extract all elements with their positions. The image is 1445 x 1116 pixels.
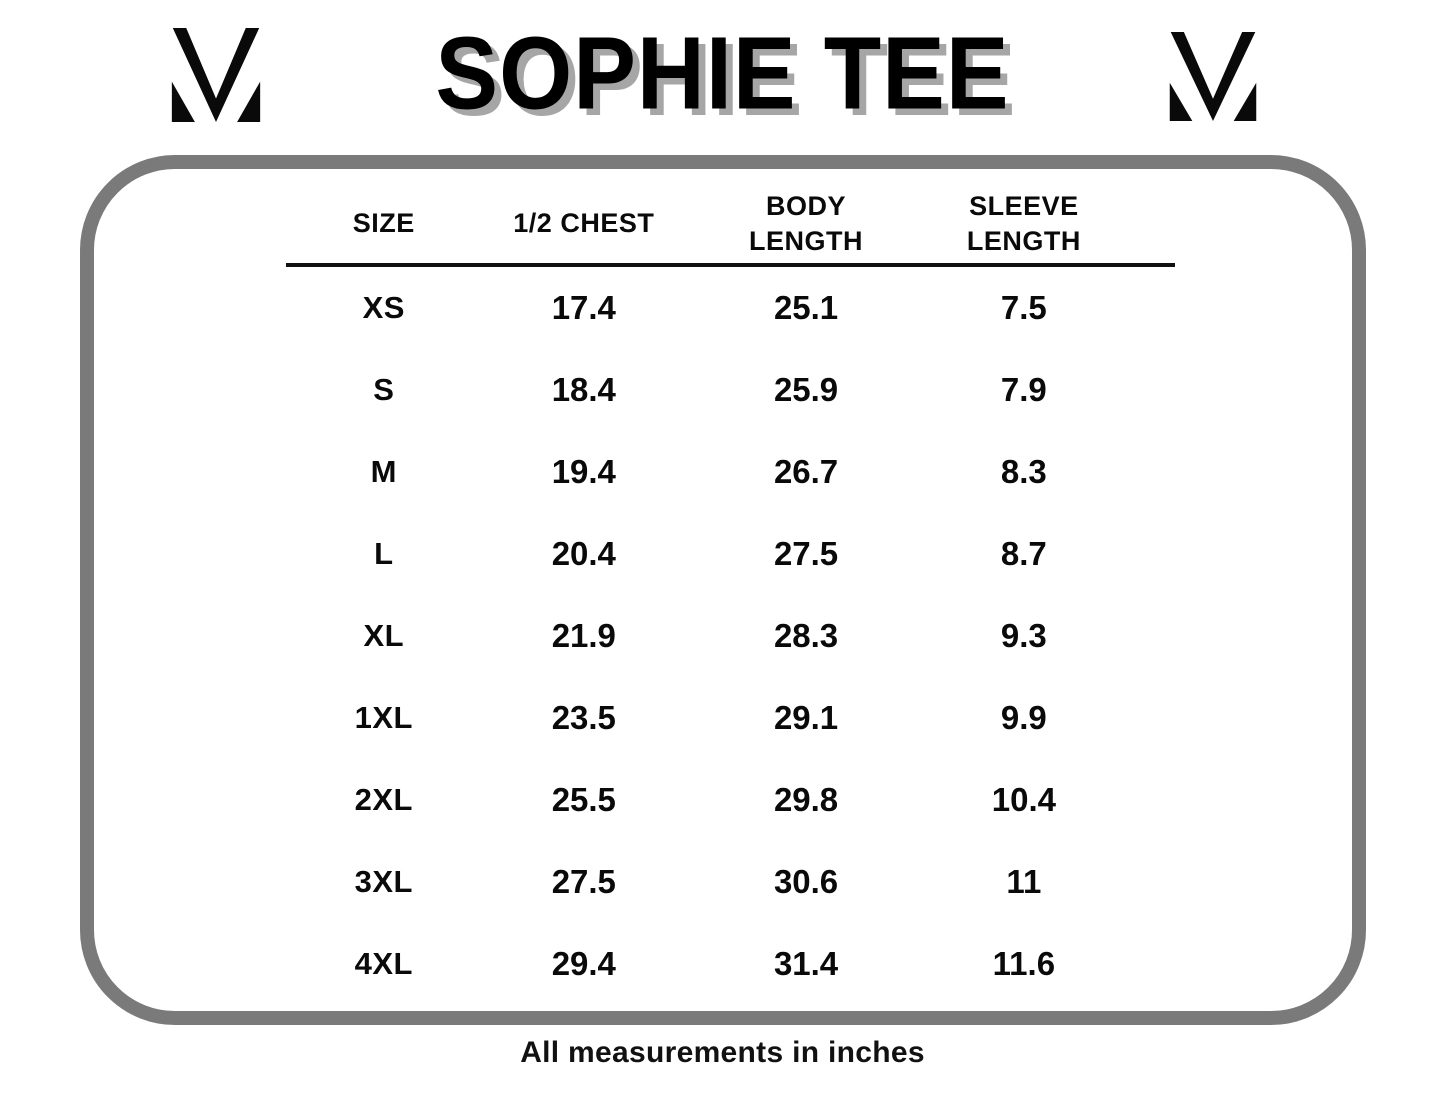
measurements-note: All measurements in inches xyxy=(520,1036,925,1069)
table-header-row: SIZE 1/2 CHEST BODY LENGTH SLEEVE LENGTH xyxy=(286,185,1175,263)
table-row: XS 17.4 25.1 7.5 xyxy=(286,267,1175,349)
size-label: 3XL xyxy=(354,864,413,899)
size-label: M xyxy=(370,454,397,489)
half-chest-value: 19.4 xyxy=(551,453,616,490)
half-chest-value: 18.4 xyxy=(551,371,616,408)
brand-m-logo-icon xyxy=(168,28,264,122)
half-chest-value: 20.4 xyxy=(551,535,616,572)
column-header-half-chest: 1/2 CHEST xyxy=(513,208,655,239)
table-row: 3XL 27.5 30.6 11 xyxy=(286,841,1175,923)
sleeve-length-value: 9.9 xyxy=(1000,699,1047,736)
size-label: L xyxy=(374,536,394,571)
table-row: XL 21.9 28.3 9.3 xyxy=(286,595,1175,677)
size-label: 1XL xyxy=(354,700,413,735)
column-header-sleeve-length: SLEEVE LENGTH xyxy=(966,190,1081,256)
sleeve-length-value: 11.6 xyxy=(992,945,1056,982)
chart-frame xyxy=(80,155,1366,1025)
size-chart-table: SIZE 1/2 CHEST BODY LENGTH SLEEVE LENGTH… xyxy=(286,185,1175,1005)
half-chest-value: 23.5 xyxy=(551,699,616,736)
body-length-value: 29.8 xyxy=(773,781,839,818)
half-chest-value: 29.4 xyxy=(551,945,616,982)
sleeve-length-value: 8.3 xyxy=(1000,453,1047,490)
sleeve-length-value: 8.7 xyxy=(1000,535,1047,572)
header-divider xyxy=(286,263,1175,267)
table-body: XS 17.4 25.1 7.5 S 18.4 25.9 7.9 M 19.4 … xyxy=(286,267,1175,1005)
page-title: SOPHIE TEE xyxy=(435,14,1010,131)
table-row: 4XL 29.4 31.4 11.6 xyxy=(286,923,1175,1005)
body-length-value: 31.4 xyxy=(773,945,839,982)
body-length-value: 30.6 xyxy=(773,863,839,900)
body-length-value: 25.1 xyxy=(773,289,839,326)
table-row: S 18.4 25.9 7.9 xyxy=(286,349,1175,431)
column-header-size: SIZE xyxy=(352,208,415,239)
half-chest-value: 17.4 xyxy=(551,289,616,326)
body-length-value: 25.9 xyxy=(773,371,839,408)
table-row: M 19.4 26.7 8.3 xyxy=(286,431,1175,513)
body-length-value: 27.5 xyxy=(773,535,839,572)
half-chest-value: 27.5 xyxy=(551,863,616,900)
sleeve-length-value: 7.5 xyxy=(1000,289,1047,326)
size-label: 4XL xyxy=(354,946,413,981)
column-header-body-length: BODY LENGTH xyxy=(749,190,864,256)
sleeve-length-value: 10.4 xyxy=(991,781,1056,818)
size-label: XL xyxy=(363,618,405,653)
table-row: L 20.4 27.5 8.7 xyxy=(286,513,1175,595)
half-chest-value: 25.5 xyxy=(551,781,616,818)
body-length-value: 26.7 xyxy=(773,453,839,490)
brand-m-logo-icon xyxy=(1166,32,1260,121)
sleeve-length-value: 9.3 xyxy=(1000,617,1047,654)
table-row: 1XL 23.5 29.1 9.9 xyxy=(286,677,1175,759)
size-label: S xyxy=(373,372,395,407)
size-label: XS xyxy=(362,290,405,325)
table-row: 2XL 25.5 29.8 10.4 xyxy=(286,759,1175,841)
sleeve-length-value: 11 xyxy=(1006,863,1042,900)
sleeve-length-value: 7.9 xyxy=(1000,371,1047,408)
body-length-value: 29.1 xyxy=(773,699,839,736)
half-chest-value: 21.9 xyxy=(551,617,616,654)
body-length-value: 28.3 xyxy=(773,617,839,654)
size-label: 2XL xyxy=(354,782,413,817)
